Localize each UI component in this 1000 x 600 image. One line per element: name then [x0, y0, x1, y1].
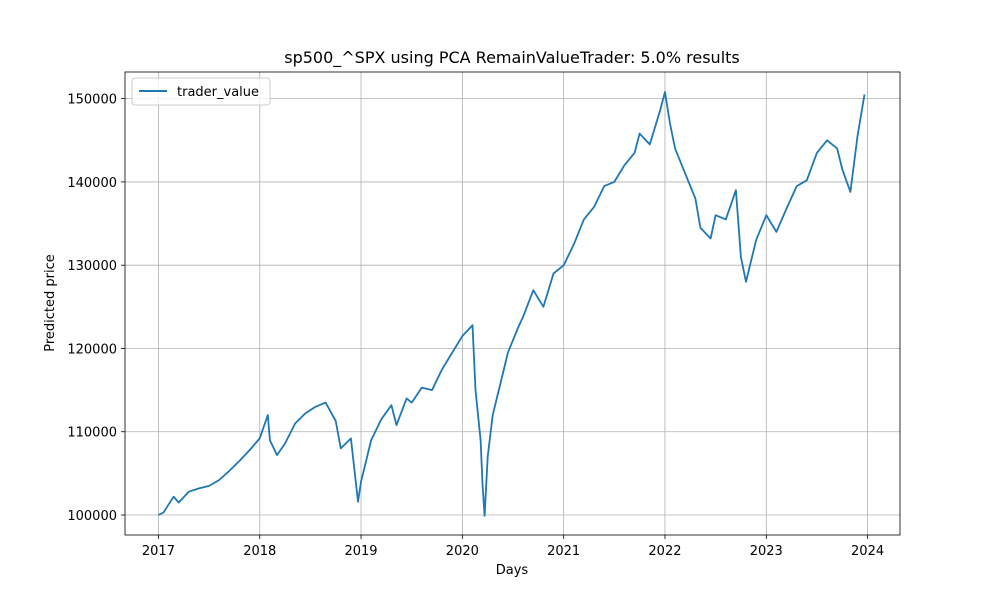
x-tick-label: 2019 [344, 544, 377, 559]
x-tick-label: 2021 [547, 544, 580, 559]
x-axis-label: Days [496, 563, 529, 578]
y-tick-label: 150000 [67, 93, 117, 108]
y-tick-label: 140000 [67, 176, 117, 191]
axes-frame [124, 71, 901, 536]
y-tick-label: 130000 [67, 259, 117, 274]
grid-layer [125, 72, 900, 535]
x-tick-label: 2022 [648, 544, 681, 559]
series-line-trader-value [158, 91, 866, 517]
y-tick-label: 110000 [67, 426, 117, 441]
x-tick-label: 2023 [750, 544, 783, 559]
x-tick-label: 2018 [243, 544, 276, 559]
legend-box [131, 77, 271, 106]
chart-title: sp500_^SPX using PCA RemainValueTrader: … [284, 48, 740, 68]
y-tick-label: 120000 [67, 342, 117, 357]
tick-layer: 2017 2018 2019 2020 2021 2022 2023 2024 100000 11… [67, 93, 884, 559]
x-tick-label: 2024 [851, 544, 884, 559]
x-tick-label: 2020 [446, 544, 479, 559]
legend: trader_value [131, 77, 271, 106]
x-tick-label: 2017 [142, 544, 175, 559]
series-layer [158, 91, 866, 517]
y-axis-label: Predicted price [43, 254, 58, 352]
legend-label-trader-value: trader_value [177, 85, 259, 100]
y-tick-label: 100000 [67, 509, 117, 524]
